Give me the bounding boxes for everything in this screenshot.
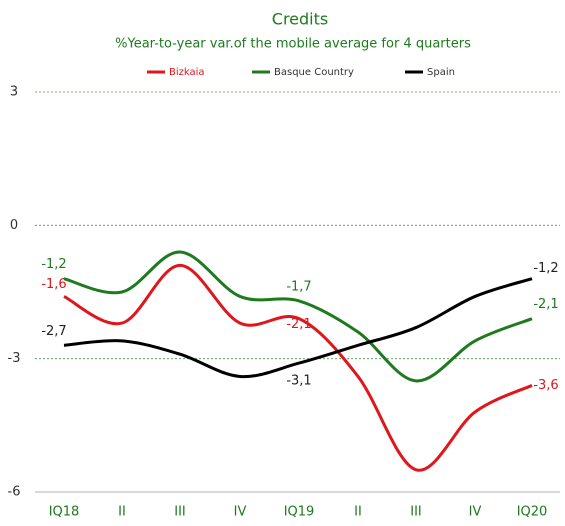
line-series bbox=[63, 277, 533, 379]
x-tick-label: IV bbox=[469, 505, 482, 520]
y-tick-label: 0 bbox=[10, 218, 18, 233]
data-label: -2,7 bbox=[41, 324, 66, 339]
legend-label: Basque Country bbox=[274, 67, 354, 78]
x-tick-label: III bbox=[174, 505, 186, 520]
data-label: -3,6 bbox=[533, 378, 558, 393]
x-tick-label: IQ19 bbox=[284, 505, 315, 520]
data-label: -1,2 bbox=[533, 261, 558, 276]
x-tick-label: II bbox=[118, 505, 126, 520]
line-series bbox=[63, 250, 533, 383]
chart-subtitle: %Year-to-year var.of the mobile average … bbox=[115, 37, 471, 52]
data-label: -1,6 bbox=[41, 277, 66, 292]
y-tick-label: 3 bbox=[10, 85, 18, 100]
x-tick-label: II bbox=[354, 505, 362, 520]
data-label: -1,7 bbox=[286, 279, 311, 294]
y-tick-label: -3 bbox=[8, 351, 21, 366]
legend-label: Bizkaia bbox=[169, 67, 205, 78]
data-label: -1,2 bbox=[41, 257, 66, 272]
x-tick-label: III bbox=[410, 505, 422, 520]
y-tick-label: -6 bbox=[8, 485, 21, 500]
data-label: -2,1 bbox=[286, 317, 311, 332]
data-label: -2,1 bbox=[533, 297, 558, 312]
data-label: -3,1 bbox=[286, 374, 311, 389]
line-series bbox=[63, 263, 533, 472]
legend-label: Spain bbox=[427, 67, 455, 78]
x-tick-label: IQ20 bbox=[517, 505, 548, 520]
x-tick-label: IV bbox=[234, 505, 247, 520]
x-tick-label: IQ18 bbox=[49, 505, 80, 520]
chart-title: Credits bbox=[272, 10, 328, 29]
